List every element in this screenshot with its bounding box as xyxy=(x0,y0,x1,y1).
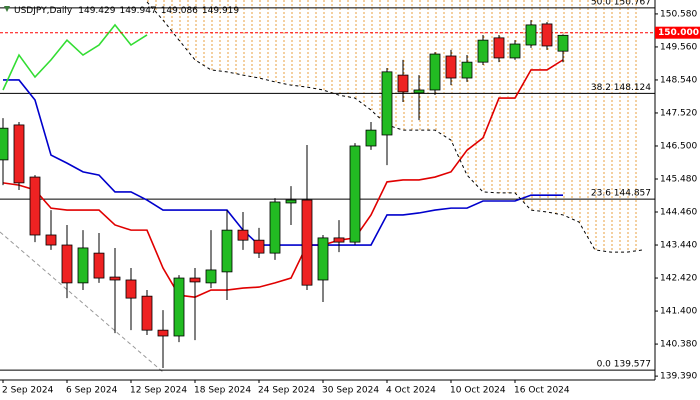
candle-body xyxy=(333,237,345,243)
candle-body xyxy=(77,247,89,284)
candle-body xyxy=(141,295,153,331)
y-tick-label: 147.520 xyxy=(660,108,697,118)
y-tick-label: 140.380 xyxy=(660,340,697,350)
candle-body xyxy=(381,71,393,136)
y-tick-label: 144.460 xyxy=(660,208,697,218)
header-high: 149.947 xyxy=(119,6,156,16)
candle-body xyxy=(45,234,57,246)
candle-body xyxy=(0,127,9,161)
candle-body xyxy=(557,34,569,52)
indicator-line xyxy=(2,59,564,298)
candle-body xyxy=(269,201,281,254)
candle-body xyxy=(221,229,233,273)
candle-body xyxy=(525,24,537,46)
x-tick-label: 16 Oct 2024 xyxy=(514,386,570,396)
candle-body xyxy=(125,279,137,299)
fibo-level-label: 50.0 150.767 xyxy=(591,0,651,7)
y-tick-label: 143.440 xyxy=(660,241,697,251)
y-tick-label: 141.400 xyxy=(660,307,697,317)
symbol-title: USDJPY,Daily xyxy=(14,6,73,16)
fibo-level-label: 0.0 139.577 xyxy=(597,360,651,370)
candle-body xyxy=(189,277,201,283)
candle-body xyxy=(509,43,521,59)
x-tick-label: 12 Sep 2024 xyxy=(130,386,187,396)
header-open: 149.429 xyxy=(78,6,115,16)
candle-body xyxy=(397,74,409,93)
y-tick-label: 146.500 xyxy=(660,141,697,151)
candle-body xyxy=(429,53,441,91)
fibo-trendline xyxy=(0,231,164,373)
fibo-level-label: 23.6 144.857 xyxy=(591,189,651,199)
candle-body xyxy=(493,37,505,59)
candle-body xyxy=(93,252,105,279)
price-label: 150.000 xyxy=(658,28,699,38)
indicator-line xyxy=(2,23,148,91)
x-tick-label: 6 Sep 2024 xyxy=(66,386,118,396)
candle-body xyxy=(285,199,297,204)
candle-body xyxy=(365,129,377,147)
candle-body xyxy=(317,237,329,281)
y-tick-label: 150.580 xyxy=(660,9,697,19)
y-tick-label: 148.540 xyxy=(660,75,697,85)
y-tick-label: 149.560 xyxy=(660,42,697,52)
candle-body xyxy=(477,39,489,63)
candle-body xyxy=(61,244,73,284)
plot-area xyxy=(0,0,655,373)
candle-body xyxy=(237,229,249,241)
candle-body xyxy=(301,199,313,286)
candle-body xyxy=(541,23,553,47)
fibo-level-label: 38.2 148.124 xyxy=(591,83,651,93)
indicator-line xyxy=(3,79,563,246)
y-tick-label: 139.390 xyxy=(660,372,697,382)
candle-body xyxy=(349,145,361,243)
price-label-box xyxy=(655,26,700,39)
header: USDJPY,Daily 149.429 149.947 149.086 149.919 xyxy=(14,6,239,16)
x-tick-label: 30 Sep 2024 xyxy=(322,386,379,396)
header-low: 149.086 xyxy=(161,6,198,16)
candle-body xyxy=(205,269,217,284)
x-tick-label: 10 Oct 2024 xyxy=(450,386,506,396)
candle-body xyxy=(445,55,457,79)
candle-body xyxy=(253,239,265,254)
header-close: 149.919 xyxy=(202,6,239,16)
symbol-icon xyxy=(4,6,10,12)
cloud xyxy=(147,0,643,253)
candle-body xyxy=(413,89,425,94)
candle-body xyxy=(157,329,169,337)
candle-body xyxy=(173,277,185,337)
candle-body xyxy=(13,124,25,184)
candle-body xyxy=(461,61,473,79)
x-tick-label: 24 Sep 2024 xyxy=(258,386,315,396)
y-tick-label: 142.420 xyxy=(660,274,697,284)
x-tick-label: 18 Sep 2024 xyxy=(194,386,251,396)
x-tick-label: 4 Oct 2024 xyxy=(386,386,436,396)
axes: 150.580 149.560 148.540 147.520 146.500 145.4… xyxy=(2,9,697,395)
candle-body xyxy=(109,276,121,281)
y-tick-label: 145.480 xyxy=(660,174,697,184)
x-tick-label: 2 Sep 2024 xyxy=(2,386,54,396)
candle-body xyxy=(29,176,41,236)
